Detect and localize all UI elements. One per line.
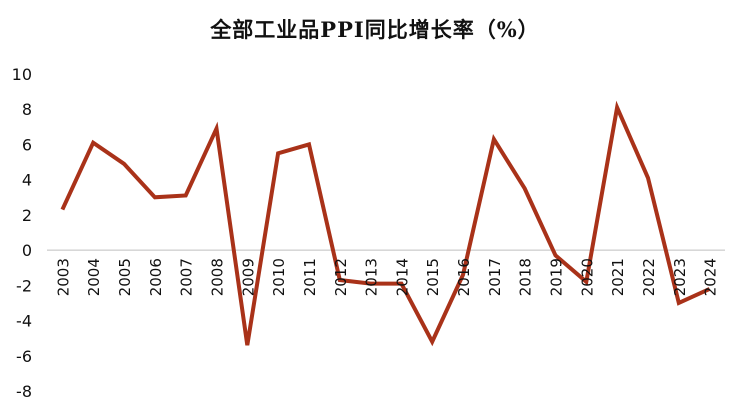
x-tick-label: 2019 bbox=[548, 258, 566, 296]
y-tick-label: 8 bbox=[22, 100, 32, 119]
x-tick-label: 2018 bbox=[517, 258, 535, 296]
x-tick-label: 2023 bbox=[671, 258, 689, 296]
x-tick-label: 2024 bbox=[702, 258, 720, 296]
x-tick-label: 2008 bbox=[209, 258, 227, 296]
chart-title: 全部工业品PPI同比增长率（%） bbox=[210, 17, 540, 42]
x-tick-label: 2014 bbox=[393, 258, 411, 296]
x-tick-label: 2010 bbox=[270, 258, 288, 296]
y-axis-ticks: -8 -6 -4 -2 0 2 4 6 8 10 bbox=[12, 65, 32, 401]
y-tick-label: 2 bbox=[22, 206, 32, 225]
y-tick-label: -4 bbox=[16, 312, 32, 331]
y-tick-label: -6 bbox=[16, 347, 32, 366]
x-tick-label: 2017 bbox=[486, 258, 504, 296]
y-tick-label: -2 bbox=[16, 276, 32, 295]
x-tick-label: 2003 bbox=[54, 258, 72, 296]
x-tick-label: 2013 bbox=[363, 258, 381, 296]
series-line bbox=[60, 100, 711, 347]
y-tick-label: -8 bbox=[16, 382, 32, 401]
x-tick-label: 2020 bbox=[578, 258, 596, 296]
x-tick-label: 2006 bbox=[147, 258, 165, 296]
y-tick-label: 4 bbox=[22, 171, 32, 190]
x-tick-label: 2011 bbox=[301, 258, 319, 296]
x-tick-label: 2009 bbox=[239, 258, 257, 296]
x-tick-label: 2015 bbox=[424, 258, 442, 296]
series-layer bbox=[60, 100, 711, 347]
y-tick-label: 10 bbox=[12, 65, 32, 84]
x-tick-label: 2012 bbox=[332, 258, 350, 296]
x-tick-label: 2022 bbox=[640, 258, 658, 296]
y-tick-label: 0 bbox=[22, 241, 32, 260]
y-tick-label: 6 bbox=[22, 135, 32, 154]
x-tick-label: 2007 bbox=[178, 258, 196, 296]
x-tick-label: 2021 bbox=[609, 258, 627, 296]
x-tick-label: 2004 bbox=[85, 258, 103, 296]
x-tick-label: 2016 bbox=[455, 258, 473, 296]
x-tick-label: 2005 bbox=[116, 258, 134, 296]
x-axis-ticks: 2003 2004 2005 2006 2007 2008 2009 2010 2011 2012… bbox=[54, 258, 719, 296]
